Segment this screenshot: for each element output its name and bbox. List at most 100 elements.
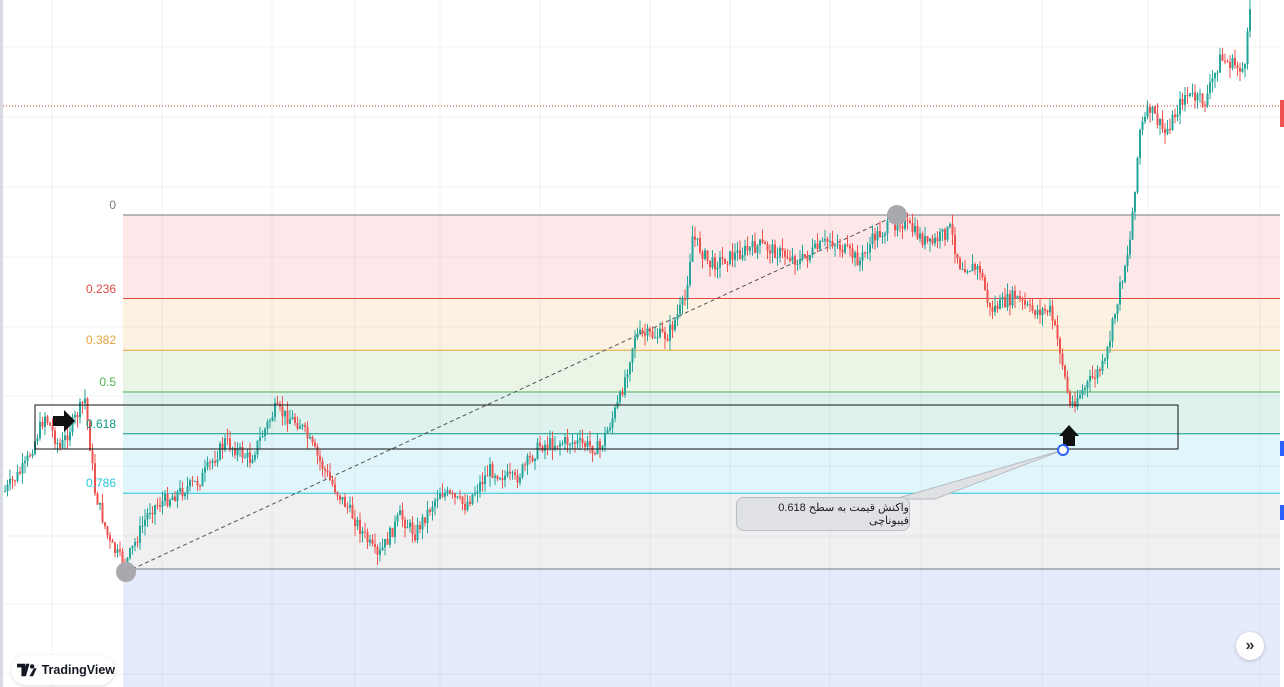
- candle-body: [779, 248, 781, 258]
- candle-body: [836, 244, 839, 246]
- candle-body: [1131, 211, 1134, 240]
- candle-body: [714, 257, 716, 270]
- candle-body: [1056, 324, 1059, 339]
- annotation-callout[interactable]: واکنش قیمت به سطح 0.618 فیبوناچی: [736, 497, 910, 531]
- candle-body: [541, 446, 544, 451]
- candle-body: [251, 459, 254, 463]
- candle-body: [1006, 293, 1009, 308]
- candle-body: [334, 484, 336, 493]
- candle-body: [1099, 369, 1101, 371]
- candle-body: [24, 460, 26, 464]
- candle-body: [1074, 401, 1076, 407]
- candle-body: [1014, 290, 1016, 299]
- candle-body: [56, 442, 59, 444]
- candle-body: [466, 501, 469, 511]
- fib-level-label: 0.236: [85, 281, 116, 296]
- candle-body: [421, 517, 424, 530]
- candle-body: [264, 428, 266, 437]
- candle-body: [191, 480, 194, 482]
- candle-body: [746, 245, 749, 251]
- scroll-to-realtime-button[interactable]: »: [1236, 632, 1264, 660]
- annotation-text: واکنش قیمت به سطح 0.618 فیبوناچی: [778, 502, 909, 527]
- fib-anchor-end[interactable]: [887, 205, 907, 225]
- candle-body: [671, 324, 674, 330]
- candle-body: [949, 224, 951, 227]
- candle-body: [309, 436, 311, 439]
- candle-body: [701, 252, 704, 259]
- candle-body: [419, 524, 421, 530]
- candle-body: [431, 506, 434, 512]
- candle-body: [1061, 353, 1064, 366]
- candle-body: [896, 225, 899, 231]
- candle-body: [364, 531, 366, 533]
- candle-body: [119, 549, 121, 552]
- candle-body: [561, 443, 564, 445]
- candle-body: [934, 237, 936, 244]
- candle-body: [634, 337, 636, 349]
- candle-body: [1124, 265, 1126, 282]
- candle-body: [329, 472, 331, 480]
- candle-body: [254, 454, 256, 460]
- candle-body: [1039, 309, 1041, 316]
- candle-body: [796, 263, 799, 265]
- candle-body: [939, 231, 941, 242]
- candle-body: [501, 478, 504, 481]
- candle-body: [971, 263, 974, 272]
- candle-body: [686, 284, 689, 300]
- candle-body: [269, 420, 271, 422]
- callout-anchor-handle[interactable]: [1057, 444, 1069, 456]
- tradingview-logo[interactable]: TradingView: [11, 655, 115, 685]
- candle-body: [234, 448, 236, 456]
- candle-body: [669, 324, 671, 341]
- candle-body: [609, 427, 611, 430]
- candle-body: [781, 248, 784, 251]
- arrow-up-icon: [1059, 425, 1079, 446]
- candle-body: [851, 248, 854, 259]
- candle-body: [784, 250, 786, 257]
- candle-body: [1171, 114, 1174, 131]
- candle-body: [631, 348, 634, 363]
- candle-body: [864, 252, 866, 254]
- candle-body: [1221, 54, 1224, 61]
- fib-trend-line[interactable]: [125, 214, 898, 573]
- candle-body: [1034, 310, 1036, 315]
- candle-body: [919, 233, 921, 239]
- candle-body: [276, 402, 279, 405]
- fib-anchor-start[interactable]: [116, 562, 136, 582]
- candle-body: [151, 512, 154, 515]
- candle-body: [281, 406, 284, 417]
- candle-body: [661, 328, 664, 332]
- candle-body: [786, 256, 789, 259]
- candle-body: [344, 496, 346, 508]
- candle-body: [646, 328, 649, 336]
- highlight-box[interactable]: [34, 404, 1179, 450]
- candle-body: [809, 255, 811, 261]
- candle-body: [1084, 387, 1086, 390]
- candle-body: [1219, 54, 1221, 73]
- candle-body: [1096, 369, 1099, 379]
- candle-body: [1199, 93, 1201, 95]
- candle-body: [49, 422, 51, 426]
- candle-body: [369, 539, 371, 543]
- candle-body: [804, 254, 806, 258]
- candle-body: [856, 252, 859, 266]
- candle-body: [1224, 60, 1226, 62]
- candle-body: [769, 250, 771, 254]
- candle-body: [546, 444, 549, 448]
- candle-body: [881, 235, 884, 237]
- candle-body: [664, 331, 666, 339]
- candle-body: [739, 250, 741, 259]
- candle-body: [586, 441, 589, 447]
- candle-body: [571, 442, 574, 445]
- candle-body: [1176, 114, 1179, 117]
- arrow-right-icon: [53, 410, 75, 432]
- candle-body: [1166, 128, 1169, 134]
- candle-body: [199, 485, 201, 487]
- candle-body: [799, 259, 801, 264]
- candle-body: [549, 438, 551, 448]
- candle-body: [1156, 113, 1159, 126]
- candle-body: [1139, 129, 1141, 158]
- candle-body: [426, 509, 429, 523]
- candle-body: [121, 551, 124, 566]
